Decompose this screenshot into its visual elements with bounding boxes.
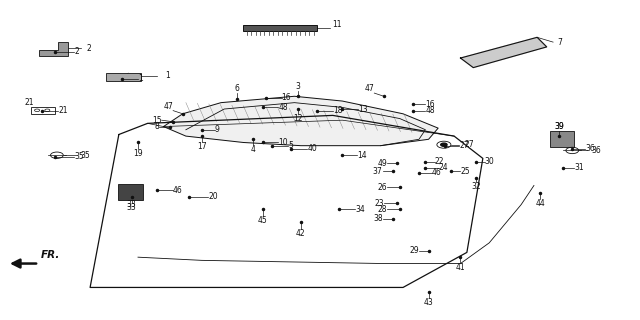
Text: 47: 47 xyxy=(365,84,374,93)
Text: 49: 49 xyxy=(378,159,387,168)
Text: 47: 47 xyxy=(163,102,173,111)
Bar xyxy=(550,131,574,147)
Text: 13: 13 xyxy=(358,105,368,114)
Text: 27: 27 xyxy=(460,141,469,150)
Text: 19: 19 xyxy=(133,149,143,158)
Text: 12: 12 xyxy=(293,114,302,123)
Text: 31: 31 xyxy=(574,164,584,172)
Text: 39: 39 xyxy=(555,122,564,131)
Text: 4: 4 xyxy=(250,145,255,154)
Text: 5: 5 xyxy=(288,141,293,150)
Text: 38: 38 xyxy=(373,214,383,223)
Text: 35: 35 xyxy=(81,151,90,160)
Text: 27: 27 xyxy=(465,140,474,149)
Text: 26: 26 xyxy=(378,183,387,192)
Text: 2: 2 xyxy=(87,44,92,53)
Text: 46: 46 xyxy=(432,168,442,177)
Text: 32: 32 xyxy=(472,182,481,191)
Text: 30: 30 xyxy=(484,157,495,166)
Text: 48: 48 xyxy=(278,103,288,112)
Text: 36: 36 xyxy=(591,146,601,155)
Bar xyxy=(31,107,55,114)
Text: 37: 37 xyxy=(373,167,383,176)
Text: 16: 16 xyxy=(426,100,435,109)
Polygon shape xyxy=(164,96,438,146)
Text: 14: 14 xyxy=(357,151,367,160)
Text: 11: 11 xyxy=(333,20,342,29)
Text: 21: 21 xyxy=(58,106,68,115)
Text: 41: 41 xyxy=(456,263,465,272)
Bar xyxy=(118,184,143,200)
Text: 22: 22 xyxy=(435,157,444,166)
Text: 21: 21 xyxy=(25,98,34,107)
Text: 46: 46 xyxy=(173,186,183,195)
Text: 33: 33 xyxy=(127,203,136,212)
Bar xyxy=(106,73,141,81)
Text: 20: 20 xyxy=(208,192,218,201)
Polygon shape xyxy=(39,42,68,56)
Text: 16: 16 xyxy=(282,93,291,102)
Text: 18: 18 xyxy=(333,106,342,115)
Text: 35: 35 xyxy=(74,152,84,161)
Text: 29: 29 xyxy=(410,246,419,255)
Text: 1: 1 xyxy=(138,74,143,83)
Text: 44: 44 xyxy=(536,199,545,208)
Circle shape xyxy=(441,143,447,146)
Text: 1: 1 xyxy=(166,71,170,80)
Text: 45: 45 xyxy=(258,216,268,225)
Text: 9: 9 xyxy=(214,125,220,134)
Text: 34: 34 xyxy=(355,205,365,214)
Text: 24: 24 xyxy=(438,164,448,172)
Text: 33: 33 xyxy=(127,200,136,209)
Polygon shape xyxy=(461,37,547,68)
Text: 8: 8 xyxy=(154,122,159,131)
Text: 23: 23 xyxy=(374,198,384,207)
Text: 6: 6 xyxy=(234,84,239,93)
Text: 48: 48 xyxy=(426,106,435,115)
Text: 36: 36 xyxy=(585,144,595,153)
Text: 28: 28 xyxy=(378,205,387,214)
Text: 42: 42 xyxy=(296,228,306,237)
Text: 17: 17 xyxy=(197,141,207,150)
Text: 10: 10 xyxy=(278,138,288,147)
Text: 43: 43 xyxy=(424,298,433,307)
Text: 40: 40 xyxy=(307,144,317,153)
Text: 15: 15 xyxy=(152,116,162,125)
Text: 39: 39 xyxy=(555,122,564,131)
Text: 7: 7 xyxy=(557,38,562,47)
Text: 3: 3 xyxy=(295,83,300,92)
Text: 2: 2 xyxy=(74,47,79,56)
Text: 25: 25 xyxy=(461,167,470,176)
Text: FR.: FR. xyxy=(41,250,60,260)
Bar xyxy=(243,25,317,31)
